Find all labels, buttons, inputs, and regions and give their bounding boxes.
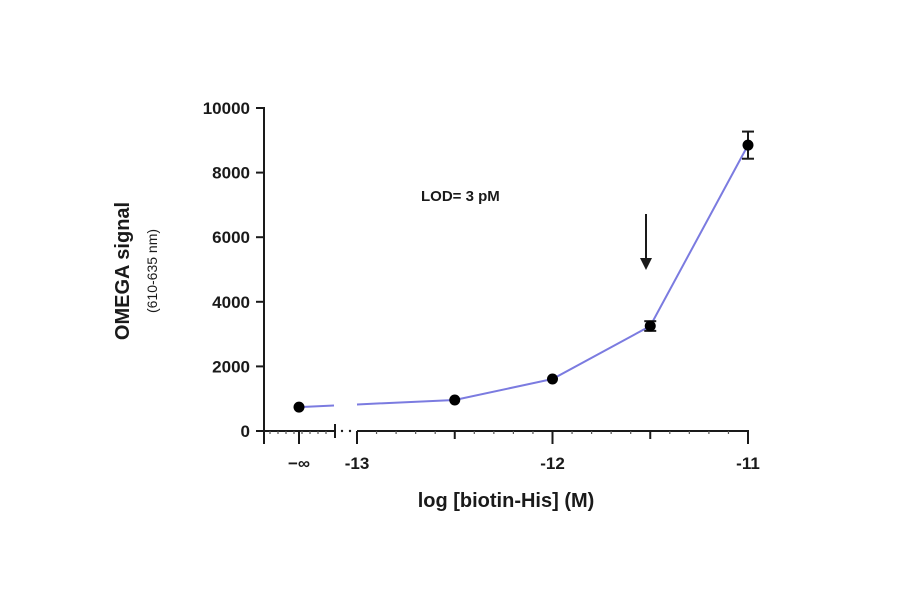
lod-annotation: LOD= 3 pM — [421, 188, 500, 205]
data-point — [293, 401, 305, 413]
y-tick-label: 4000 — [212, 293, 250, 312]
y-axis: 0 2000 4000 6000 8000 10000 — [203, 99, 265, 444]
y-axis-title: OMEGA signal — [112, 202, 134, 340]
y-axis-subtitle: (610-635 nm) — [144, 229, 160, 313]
x-axis: −∞ -13 -12 -11 — [257, 424, 760, 473]
y-tick-label: 6000 — [212, 228, 250, 247]
x-tick-label: -11 — [736, 454, 760, 473]
y-tick-label: 0 — [241, 422, 250, 441]
x-tick-label: −∞ — [288, 454, 310, 473]
lod-arrow-icon — [640, 214, 652, 270]
y-tick-label: 8000 — [212, 164, 250, 183]
data-point — [547, 373, 558, 385]
x-tick-label: -12 — [540, 454, 565, 473]
data-point — [449, 394, 461, 406]
data-point — [644, 320, 656, 332]
data-point — [742, 139, 754, 151]
x-tick-label: -13 — [345, 454, 370, 473]
x-axis-title: log [biotin-His] (M) — [418, 490, 595, 512]
y-tick-label: 10000 — [203, 99, 250, 118]
data-series — [293, 130, 754, 413]
y-tick-label: 2000 — [212, 357, 250, 376]
